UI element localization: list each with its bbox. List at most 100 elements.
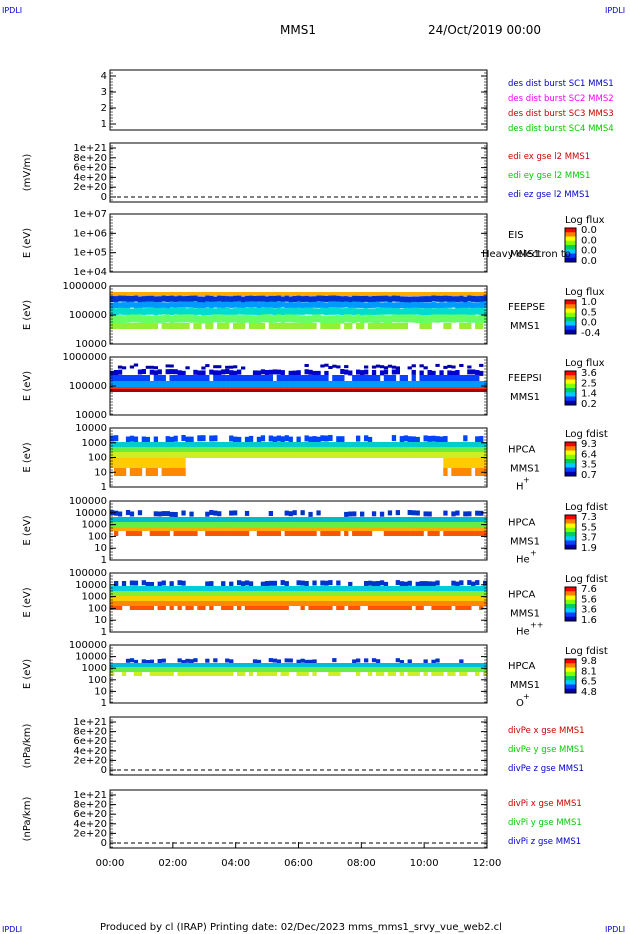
spectrogram-cell: [463, 435, 468, 442]
spectrogram-cell: [467, 468, 472, 476]
spectrogram-cell: [145, 458, 150, 468]
spectrogram-cell: [149, 601, 154, 606]
spectrogram-cell: [435, 314, 440, 323]
spectrogram-cell: [125, 510, 131, 515]
spectrogram-cell: [479, 307, 484, 315]
spectrogram-cell: [332, 375, 337, 381]
spectrogram-cell: [145, 375, 150, 381]
spectrogram-cell: [213, 586, 218, 591]
spectrogram-cell: [153, 375, 158, 381]
spectrogram-cell: [260, 323, 266, 329]
spectrogram-cell: [451, 370, 456, 376]
spectrogram-cell: [181, 296, 186, 303]
spectrogram-cell: [193, 308, 198, 316]
spectrogram-cell: [427, 442, 432, 447]
spectrogram-cell: [268, 381, 273, 387]
spectrogram-cell: [375, 596, 381, 601]
spectrogram-cell: [320, 375, 325, 381]
spectrogram-cell: [161, 302, 166, 309]
spectrogram-cell: [288, 527, 293, 531]
spectrogram-cell: [169, 442, 174, 447]
spectrogram-cell: [296, 387, 301, 389]
spectrogram-cell: [356, 308, 361, 316]
spectrogram-cell: [276, 517, 281, 522]
spectrogram-cell: [225, 667, 230, 672]
spectrogram-cell: [435, 387, 440, 389]
spectrogram-cell: [145, 442, 150, 447]
spectrogram-cell: [264, 596, 270, 601]
spectrogram-cell: [121, 295, 127, 302]
spectrogram-cell: [129, 308, 135, 316]
spectrogram-cell: [197, 435, 202, 442]
spectrogram-cell: [336, 601, 341, 606]
spectrogram-cell: [360, 667, 365, 672]
spectrogram-cell: [110, 596, 115, 601]
colorbar-segment: [565, 544, 576, 550]
spectrogram-cell: [233, 663, 238, 667]
spectrogram-cell: [141, 447, 146, 452]
spectrogram-cell: [114, 387, 119, 389]
spectrogram-cell: [225, 387, 230, 389]
spectrogram-cell: [177, 301, 182, 308]
spectrogram-cell: [114, 292, 119, 296]
spectrogram-cell: [379, 580, 385, 586]
spectrogram-cell: [375, 295, 381, 302]
ytick-label: 1: [101, 627, 107, 638]
spectrogram-cell: [165, 314, 170, 323]
spectrogram-cell: [427, 296, 432, 303]
spectrogram-cell: [304, 659, 309, 664]
spectrogram-cell: [431, 442, 436, 447]
spectrogram-cell: [229, 435, 234, 442]
spectrogram-cell: [419, 302, 424, 309]
spectrogram-cell: [169, 458, 174, 468]
ytick-label: 2e+20: [73, 755, 107, 766]
spectrogram-cell: [121, 307, 127, 315]
spectrogram-cell: [173, 296, 178, 303]
spectrogram-cell: [387, 375, 393, 381]
spectrogram-cell: [284, 387, 289, 389]
spectrogram-cell: [332, 527, 337, 531]
spectrogram-cell: [189, 387, 194, 389]
spectrogram-cell: [110, 370, 115, 376]
spectrogram-cell: [471, 667, 476, 672]
spectrogram-cell: [403, 296, 408, 303]
spectrogram-cell: [475, 667, 480, 672]
spectrogram-cell: [360, 323, 365, 329]
spectrogram-cell: [177, 672, 182, 676]
spectrogram-cell: [435, 531, 440, 536]
spectrogram-cell: [248, 442, 254, 447]
spectrogram-cell: [459, 442, 464, 447]
spectrogram-cell: [332, 315, 337, 324]
panel-frame: [109, 789, 488, 849]
spectrogram-cell: [367, 387, 373, 389]
spectrogram-cell: [344, 596, 349, 601]
spectrogram-cell: [439, 295, 444, 302]
spectrogram-cell: [292, 389, 297, 392]
spectrogram-cell: [364, 387, 369, 389]
spectrogram-cell: [121, 663, 127, 667]
spectrogram-cell: [173, 586, 178, 591]
spectrogram-cell: [471, 596, 476, 601]
spectrogram-cell: [169, 667, 174, 672]
spectrogram-cell: [479, 452, 484, 458]
spectrogram-cell: [292, 296, 297, 302]
spectrogram-cell: [395, 606, 400, 610]
spectrogram-cell: [387, 307, 393, 315]
spectrogram-cell: [125, 442, 131, 447]
spectrogram-cell: [308, 511, 313, 517]
spectrogram-cell: [161, 447, 166, 452]
spectrogram-cell: [427, 435, 432, 442]
spectrogram-cell: [364, 452, 369, 458]
spectrogram-cell: [443, 292, 448, 296]
spectrogram-cell: [427, 667, 432, 672]
spectrogram-cell: [403, 381, 408, 387]
spectrogram-cell: [201, 370, 206, 376]
spectrogram-cell: [173, 442, 178, 447]
spectrogram-cell: [451, 522, 456, 527]
spectrogram-cell: [356, 435, 361, 442]
spectrogram-cell: [153, 447, 158, 452]
spectrogram-cell: [256, 663, 262, 667]
spectrogram-cell: [483, 295, 488, 302]
ytick-label: 1: [101, 119, 107, 130]
spectrogram-cell: [221, 381, 226, 387]
